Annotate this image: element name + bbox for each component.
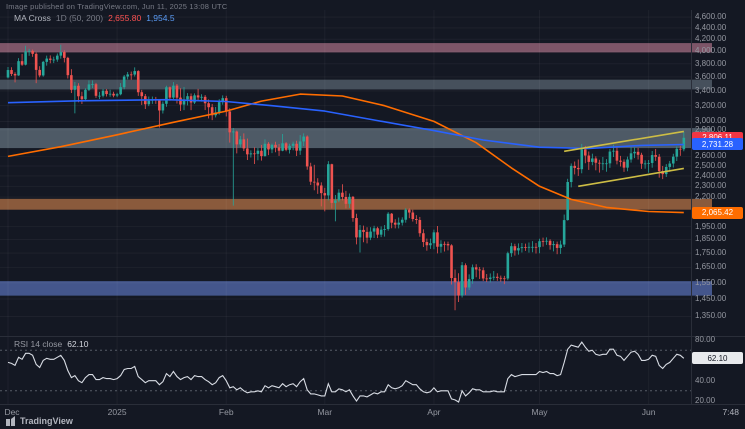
price-axis-label: 1,350.00 bbox=[695, 311, 727, 321]
time-axis-label-feb: Feb bbox=[218, 407, 234, 417]
resistance-zone-2800 bbox=[0, 128, 712, 149]
price-axis-label: 3,000.00 bbox=[695, 116, 727, 126]
price-axis-label: 2,300.00 bbox=[695, 181, 727, 191]
price-axis-label: 1,550.00 bbox=[695, 277, 727, 287]
ma1-value: 2,655.80 bbox=[108, 13, 142, 23]
price-axis-label: 3,200.00 bbox=[695, 100, 727, 110]
time-axis-label-dec: Dec bbox=[4, 407, 20, 417]
rsi-value-label: 62.10 bbox=[692, 352, 743, 365]
tradingview-logo-icon bbox=[6, 416, 16, 426]
ma-cross-legend[interactable]: MA Cross 1D (50, 200) 2,655.80 1,954.5 bbox=[14, 13, 175, 23]
tradingview-logo[interactable]: TradingView bbox=[6, 416, 73, 426]
price-axis-label: 2,500.00 bbox=[695, 160, 727, 170]
channel-lower-line[interactable] bbox=[578, 167, 684, 188]
price-axis-label: 3,400.00 bbox=[695, 85, 727, 95]
time-axis-clock: 7:48 bbox=[722, 407, 739, 417]
price-axis-label: 2,400.00 bbox=[695, 170, 727, 180]
channel-upper-line[interactable] bbox=[564, 130, 684, 153]
rsi-axis-label: 20.00 bbox=[695, 395, 716, 405]
time-axis-label-jun: Jun bbox=[641, 407, 656, 417]
support-zone-2150 bbox=[0, 198, 712, 210]
rsi-line bbox=[7, 341, 685, 403]
price-axis-label: 4,200.00 bbox=[695, 34, 727, 44]
chart-attribution: Image published on TradingView.com, Jun … bbox=[6, 2, 228, 11]
rsi-label: RSI 14 close bbox=[14, 339, 63, 349]
price-axis-label: 4,000.00 bbox=[695, 46, 727, 56]
price-axis-label: 4,400.00 bbox=[695, 22, 727, 32]
indicator-name: MA Cross bbox=[14, 13, 51, 23]
price-axis-label: 1,850.00 bbox=[695, 234, 727, 244]
support-resistance-zones bbox=[0, 43, 712, 296]
time-axis-label-may: May bbox=[531, 407, 548, 417]
ma-price-label: 2,065.42 bbox=[692, 206, 743, 219]
time-axis-label-apr: Apr bbox=[427, 407, 441, 417]
ma2-value: 1,954.5 bbox=[146, 13, 175, 23]
price-axis-label: 4,600.00 bbox=[695, 12, 727, 22]
price-axis-label: 2,900.00 bbox=[695, 124, 727, 134]
price-axis-label: 1,650.00 bbox=[695, 262, 727, 272]
ma-blue-line bbox=[7, 98, 684, 150]
price-axis-label: 1,450.00 bbox=[695, 293, 727, 303]
tradingview-logo-text: TradingView bbox=[20, 416, 73, 426]
ma-orange-line bbox=[7, 93, 684, 214]
resistance-zone-4050 bbox=[0, 43, 712, 53]
price-axis-label: 1,950.00 bbox=[695, 221, 727, 231]
price-axis-label: 2,200.00 bbox=[695, 192, 727, 202]
time-axis-label-mar: Mar bbox=[317, 407, 333, 417]
price-axis-label: 2,600.00 bbox=[695, 151, 727, 161]
price-axis-label: 3,800.00 bbox=[695, 58, 727, 68]
price-axis-label: 1,750.00 bbox=[695, 248, 727, 258]
time-axis-label-2025: 2025 bbox=[107, 407, 127, 417]
ma-price-label: 2,731.28 bbox=[692, 138, 743, 151]
rsi-value: 62.10 bbox=[67, 339, 89, 349]
resistance-zone-3500 bbox=[0, 79, 712, 90]
price-axis-label: 3,600.00 bbox=[695, 71, 727, 81]
indicator-params: 1D (50, 200) bbox=[55, 13, 104, 23]
rsi-legend[interactable]: RSI 14 close 62.10 bbox=[14, 339, 88, 349]
rsi-axis-label: 80.00 bbox=[695, 335, 716, 345]
rsi-axis-label: 40.00 bbox=[695, 375, 716, 385]
support-zone-1500 bbox=[0, 281, 712, 296]
